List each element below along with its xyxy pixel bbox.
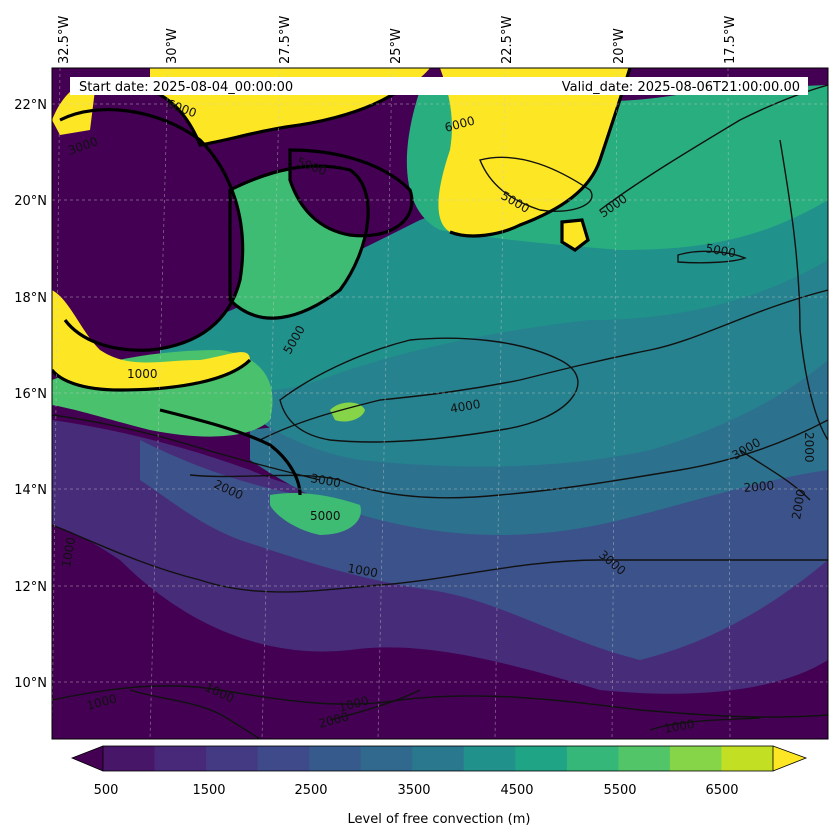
- lon-tick-label: 32.5°W: [57, 16, 72, 64]
- colorbar-segment: [515, 746, 568, 771]
- contour-label: 1000: [346, 561, 379, 580]
- lat-tick-label: 10°N: [14, 676, 47, 691]
- colorbar-over-arrow: [773, 746, 806, 771]
- lat-tick-label: 20°N: [14, 194, 47, 209]
- colorbar-segment: [154, 746, 207, 771]
- colorbar-segment: [669, 746, 722, 771]
- field-west-dark: [60, 109, 243, 351]
- colorbar-tick-label: 1500: [192, 783, 225, 798]
- valid-date-label: Valid_date: 2025-08-06T21:00:00.00: [562, 80, 800, 95]
- colorbar-under-arrow: [72, 746, 103, 771]
- contour-thick: [52, 68, 632, 496]
- colorbar-segment: [566, 746, 619, 771]
- lat-tick-label: 18°N: [14, 291, 47, 306]
- colorbar-tick-label: 5500: [603, 783, 636, 798]
- contour-label: 1000: [663, 717, 696, 736]
- colorbar-segment: [206, 746, 259, 771]
- colorbar-arrow-outline: [70, 745, 808, 772]
- colorbar-segment: [618, 746, 671, 771]
- contour-label: 3000: [309, 471, 342, 490]
- colorbar-segment: [463, 746, 516, 771]
- lat-tick-label: 12°N: [14, 580, 47, 595]
- field-yellow-ne: [438, 68, 630, 236]
- plot-area: 6000 5000 5000 5000 5000 5000 4000 3000 …: [52, 68, 828, 739]
- lat-tick-label: 22°N: [14, 98, 47, 113]
- colorbar-tick-label: 4500: [500, 783, 533, 798]
- field-yellow-small: [562, 220, 588, 250]
- contour-lines: [52, 84, 828, 739]
- lat-tick-labels: 22°N 20°N 18°N 16°N 14°N 12°N 10°N: [14, 98, 47, 691]
- start-date-label: Start date: 2025-08-04_00:00:00: [79, 80, 293, 95]
- colorbar-segment: [103, 746, 156, 771]
- lon-tick-label: 27.5°W: [278, 16, 293, 64]
- lon-tick-label: 17.5°W: [723, 16, 738, 64]
- colorbar-segment: [412, 746, 465, 771]
- contour-label: 5000: [310, 509, 341, 523]
- lon-tick-label: 30°W: [165, 28, 180, 64]
- graticule: [52, 68, 828, 739]
- contour-label: 2000: [802, 432, 816, 463]
- field-spot-green: [330, 402, 365, 422]
- colorbar-label: Level of free convection (m): [348, 812, 531, 827]
- lon-tick-label: 25°W: [389, 28, 404, 64]
- field-yellow-edge: [52, 85, 95, 135]
- colorbar-tick-label: 500: [94, 783, 119, 798]
- lat-tick-label: 14°N: [14, 483, 47, 498]
- lon-tick-label: 20°W: [612, 28, 627, 64]
- contour-label: 1000: [59, 536, 78, 569]
- colorbar-ticks: 500 1500 2500 3500 4500 5500 6500: [94, 783, 739, 798]
- header-bar: [70, 77, 808, 95]
- lon-tick-label: 22.5°W: [500, 16, 515, 64]
- colorbar-tick-label: 2500: [294, 783, 327, 798]
- contour-label: 2000: [743, 478, 775, 495]
- lon-tick-labels: 32.5°W 30°W 27.5°W 25°W 22.5°W 20°W 17.5…: [57, 16, 738, 64]
- contour-label: 5000: [704, 241, 737, 260]
- colorbar: 500 1500 2500 3500 4500 5500 6500 Level …: [70, 745, 808, 827]
- colorbar-segment: [721, 746, 774, 771]
- colorbar-frame: [102, 745, 774, 772]
- field-south-green: [270, 493, 361, 535]
- plot-frame: [51, 67, 829, 740]
- colorbar-segment: [360, 746, 413, 771]
- contour-label: 1000: [127, 367, 158, 381]
- lat-tick-label: 16°N: [14, 387, 47, 402]
- colorbar-tick-label: 3500: [397, 783, 430, 798]
- contour-label: 4000: [449, 397, 482, 416]
- field-center-dark: [290, 150, 412, 236]
- contour-label: 2000: [789, 488, 808, 521]
- field-yellow-west: [52, 290, 250, 390]
- colorbar-segment: [257, 746, 310, 771]
- colorbar-tick-label: 6500: [705, 783, 738, 798]
- colorbar-segment: [309, 746, 362, 771]
